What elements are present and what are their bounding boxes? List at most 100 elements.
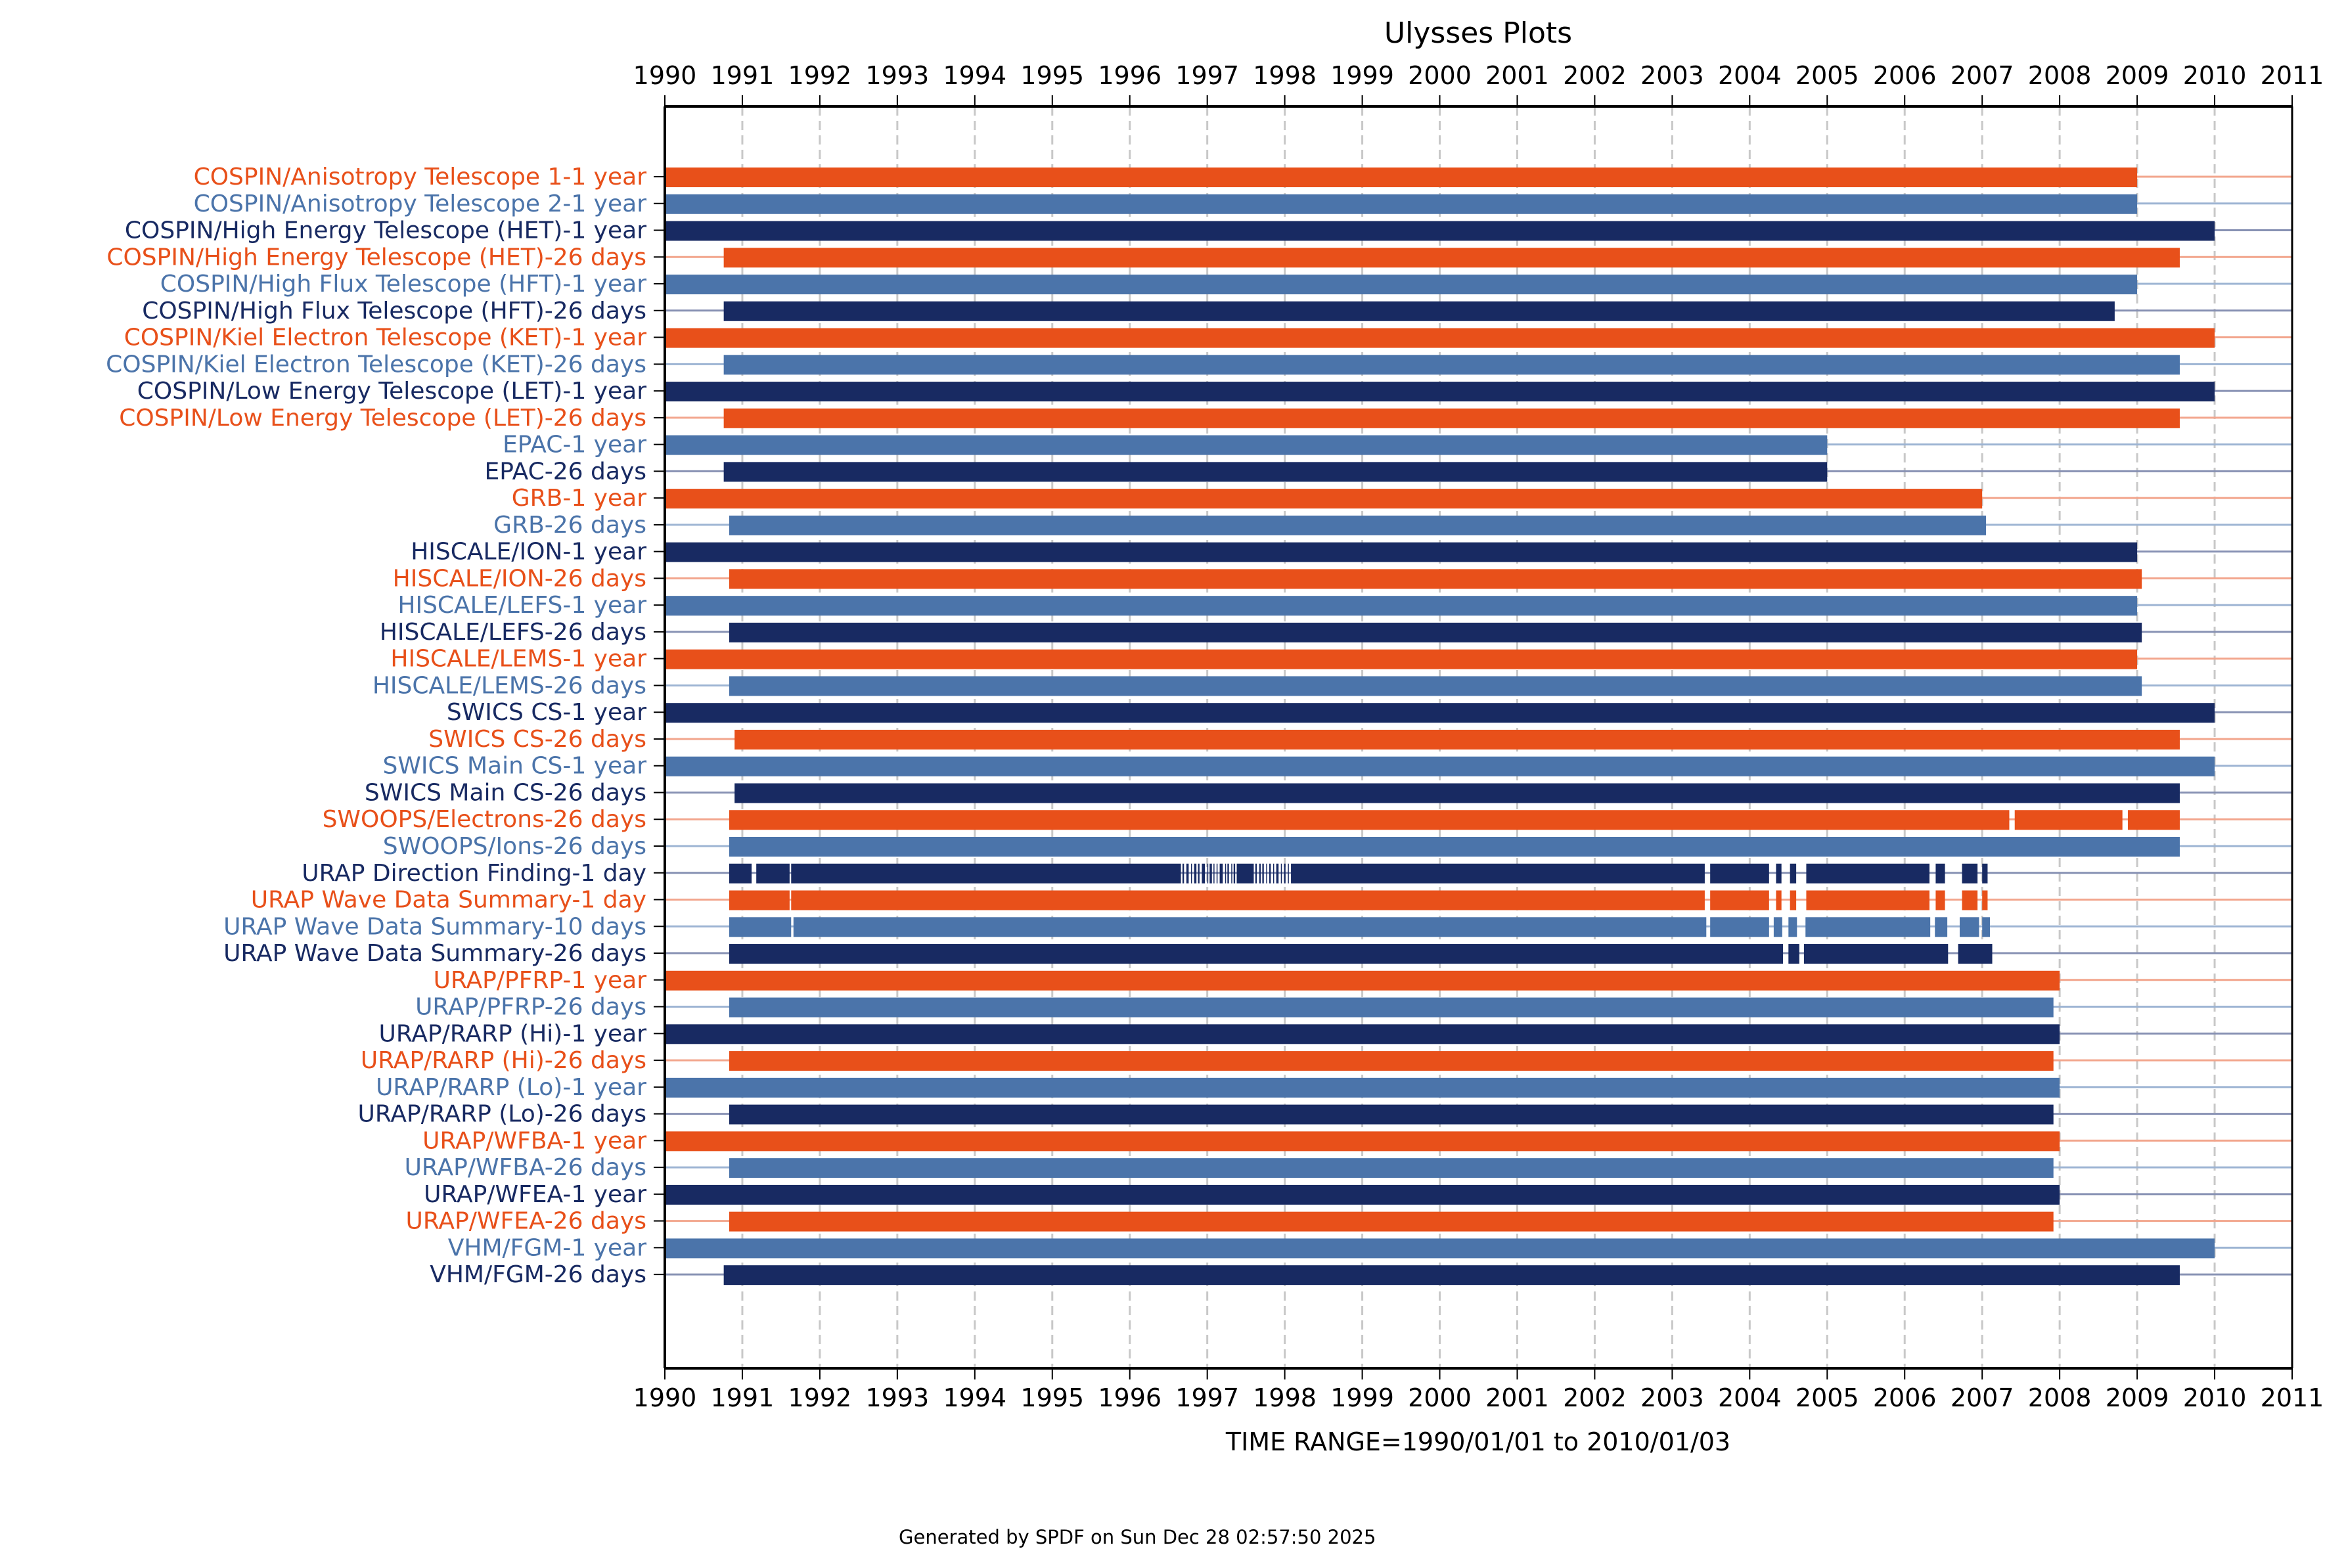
x-tick-label-bottom: 2001: [1485, 1383, 1549, 1412]
x-tick-label-bottom: 1994: [943, 1383, 1006, 1412]
data-bar: [729, 1211, 2054, 1232]
row-label: SWICS Main CS-26 days: [365, 779, 646, 806]
data-bar: [729, 944, 1784, 964]
data-bar: [1225, 863, 1227, 884]
data-bar: [729, 890, 790, 910]
data-bar: [1982, 890, 1988, 910]
data-bar: [1962, 863, 1978, 884]
data-bar: [756, 863, 790, 884]
x-tick-label-top: 2002: [1563, 61, 1627, 90]
data-bar: [665, 194, 2138, 214]
data-bar: [1207, 863, 1209, 884]
x-tick-label-bottom: 2010: [2183, 1383, 2247, 1412]
row-labels: COSPIN/Anisotropy Telescope 1-1 year COSP…: [106, 164, 646, 1288]
x-tick-label-top: 1998: [1253, 61, 1317, 90]
row-label: GRB-26 days: [493, 512, 646, 539]
data-bar: [1209, 863, 1212, 884]
data-bar: [1982, 863, 1988, 884]
data-bar: [729, 917, 792, 937]
data-bar: [1710, 917, 1769, 937]
data-bar: [665, 596, 2138, 616]
x-tick-label-bottom: 1997: [1175, 1383, 1239, 1412]
data-bar: [723, 462, 1828, 482]
data-bar: [1776, 863, 1782, 884]
data-bar: [1231, 863, 1232, 884]
data-bar: [1255, 863, 1257, 884]
x-tick-label-bottom: 2002: [1563, 1383, 1627, 1412]
x-tick-label-bottom: 1993: [865, 1383, 929, 1412]
data-bar: [1788, 944, 1799, 964]
data-bar: [1935, 890, 1945, 910]
row-label: COSPIN/High Energy Telescope (HET)-1 yea…: [125, 217, 646, 244]
data-bar: [665, 703, 2215, 723]
row-label: URAP/WFBA-26 days: [405, 1154, 646, 1181]
x-tick-label-bottom: 1995: [1020, 1383, 1084, 1412]
row-label: URAP/WFEA-26 days: [406, 1208, 646, 1235]
data-bar: [723, 301, 2115, 321]
data-bar: [1198, 863, 1200, 884]
data-bar: [665, 221, 2215, 241]
x-tick-label-top: 2000: [1408, 61, 1472, 90]
data-bar: [1194, 863, 1197, 884]
data-bar: [729, 622, 2142, 642]
row-label: URAP/WFBA-1 year: [422, 1127, 646, 1154]
data-bar: [791, 890, 1705, 910]
data-bar: [1266, 863, 1267, 884]
data-bar: [1213, 863, 1215, 884]
row-label: URAP/PFRP-1 year: [434, 967, 647, 994]
data-bar: [1790, 890, 1797, 910]
x-tick-label-top: 2006: [1873, 61, 1937, 90]
data-bar: [1803, 944, 1949, 964]
row-label: URAP Wave Data Summary-10 days: [223, 913, 646, 940]
data-bar: [729, 863, 752, 884]
data-bar: [1291, 863, 1705, 884]
row-label: HISCALE/LEFS-26 days: [380, 619, 646, 646]
x-tick-label-top: 2001: [1485, 61, 1549, 90]
data-bar: [665, 756, 2215, 776]
data-bar: [2127, 810, 2180, 830]
x-tick-label-top: 2010: [2183, 61, 2247, 90]
row-label: COSPIN/Anisotropy Telescope 1-1 year: [194, 164, 647, 190]
row-label: URAP/PFRP-26 days: [415, 994, 646, 1021]
x-tick-label-top: 2003: [1640, 61, 1704, 90]
row-label: URAP/RARP (Lo)-1 year: [376, 1074, 646, 1101]
data-bar: [723, 1265, 2180, 1286]
data-bar: [1288, 863, 1289, 884]
x-tick-label-bottom: 1998: [1253, 1383, 1317, 1412]
x-tick-label-top: 2007: [1951, 61, 2014, 90]
data-bar: [1773, 917, 1782, 937]
row-label: URAP Wave Data Summary-26 days: [223, 940, 646, 967]
data-bar: [1269, 863, 1271, 884]
x-tick-label-bottom: 2003: [1640, 1383, 1704, 1412]
data-bar: [1227, 863, 1229, 884]
row-label: URAP/WFEA-1 year: [424, 1181, 646, 1208]
x-tick-label-top: 1994: [943, 61, 1006, 90]
row-label: SWICS CS-1 year: [447, 699, 646, 726]
x-tick-label-top: 1997: [1175, 61, 1239, 90]
data-bar: [1259, 863, 1261, 884]
x-tick-label-top: 2009: [2106, 61, 2169, 90]
x-tick-label-bottom: 2000: [1408, 1383, 1472, 1412]
data-bar: [1190, 863, 1192, 884]
data-bar: [665, 542, 2138, 562]
data-bar: [1276, 863, 1279, 884]
data-bar: [665, 435, 1828, 455]
data-bar: [729, 1104, 2054, 1125]
data-bar: [729, 569, 2142, 589]
row-label: HISCALE/ION-26 days: [393, 565, 646, 592]
x-tick-label-top: 1992: [788, 61, 852, 90]
data-bar: [1284, 863, 1286, 884]
data-bar: [1962, 890, 1978, 910]
data-bar: [665, 1184, 2060, 1205]
row-label: HISCALE/LEFS-1 year: [397, 592, 646, 619]
row-label: EPAC-26 days: [485, 458, 647, 485]
data-bar: [723, 248, 2180, 268]
row-label: HISCALE/ION-1 year: [411, 539, 646, 566]
data-bar: [734, 783, 2180, 803]
data-bar: [665, 168, 2138, 187]
row-label: COSPIN/High Energy Telescope (HET)-26 da…: [106, 244, 646, 271]
row-label: VHM/FGM-1 year: [448, 1234, 646, 1261]
data-bar: [665, 328, 2215, 348]
data-bar: [723, 408, 2180, 428]
data-bar: [729, 997, 2054, 1018]
